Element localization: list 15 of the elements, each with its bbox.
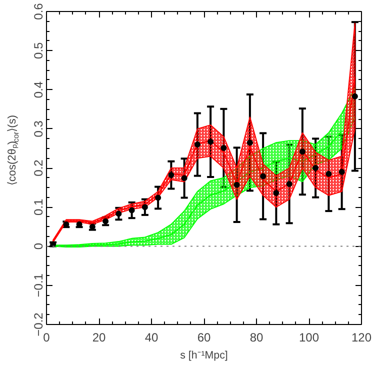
x-tick-label: 40 bbox=[144, 330, 158, 344]
y-tick-label: −0.1 bbox=[32, 273, 46, 298]
y-tick-label: 0.4 bbox=[32, 81, 46, 98]
x-tick-label: 100 bbox=[298, 330, 320, 344]
y-tick-label: 0 bbox=[32, 242, 46, 250]
y-tick-label: 0.5 bbox=[32, 42, 46, 59]
y-tick-label: 0.2 bbox=[32, 159, 46, 176]
y-tick-label: 0.6 bbox=[32, 2, 46, 20]
x-axis-title: s [h⁻¹Mpc] bbox=[180, 350, 228, 362]
x-tick-label: 80 bbox=[250, 330, 264, 344]
x-tick-label: 60 bbox=[197, 330, 211, 344]
x-tick-label: 120 bbox=[351, 330, 372, 344]
y-tick-label: 0.1 bbox=[32, 198, 46, 216]
y-tick-label: 0.3 bbox=[32, 120, 46, 138]
x-tick-label: 20 bbox=[92, 330, 106, 344]
